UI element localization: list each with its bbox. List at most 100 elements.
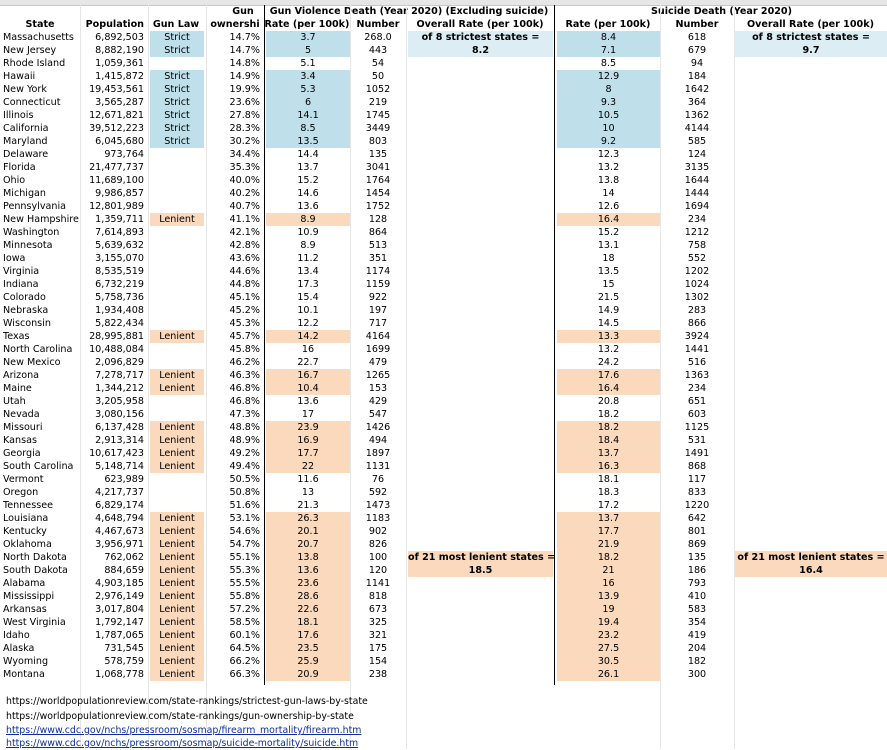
ownership-cell: 42.1%: [229, 227, 260, 238]
state-cell: Maryland: [3, 136, 48, 147]
state-cell: Kentucky: [3, 526, 47, 537]
gun-law-cell: Lenient: [150, 512, 204, 525]
sd-number-cell: 531: [687, 435, 707, 446]
sd-rate-cell: 7.1: [557, 44, 660, 57]
ownership-cell: 45.7%: [229, 331, 260, 342]
source-suicide-link[interactable]: https://www.cdc.gov/nchs/pressroom/sosma…: [6, 738, 359, 749]
sd-rate-cell: 30.5: [557, 655, 660, 668]
gun-law-cell: Lenient: [150, 564, 204, 577]
state-cell: Maine: [3, 383, 32, 394]
gv-rate-cell: 8.9: [266, 213, 350, 226]
sd-number-cell: 868: [687, 461, 707, 472]
gv-number-cell: 1174: [365, 266, 391, 277]
gv-number-cell: 922: [368, 292, 388, 303]
sd-number-cell: 204: [687, 643, 707, 654]
sd-rate-cell: 20.8: [597, 396, 620, 407]
ownership-cell: 41.1%: [229, 214, 260, 225]
ownership-cell: 50.5%: [229, 474, 260, 485]
state-cell: Massachusetts: [3, 32, 74, 43]
gv-number-cell: 1265: [365, 370, 391, 381]
gv-rate-cell: 13.6: [297, 396, 319, 407]
population-cell: 10,617,423: [89, 448, 144, 459]
ownership-cell: 19.9%: [229, 84, 260, 95]
state-cell: North Carolina: [3, 344, 73, 355]
state-cell: Washington: [3, 227, 60, 238]
gun-law-cell: Lenient: [150, 668, 204, 681]
sd-number-cell: 1644: [684, 175, 710, 186]
ownership-cell: 42.8%: [229, 240, 260, 251]
gv-number-cell: 1141: [365, 578, 391, 589]
sd-rate-cell: 12.9: [557, 70, 660, 83]
population-cell: 28,995,881: [89, 331, 144, 342]
population-cell: 5,639,632: [95, 240, 144, 251]
gv-number-cell: 803: [368, 136, 388, 147]
gun-law-cell: Strict: [150, 96, 204, 109]
gv-rate-cell: 6: [266, 96, 350, 109]
state-cell: Illinois: [3, 110, 34, 121]
suicide-left-border: [554, 5, 555, 685]
state-cell: Colorado: [3, 292, 46, 303]
gv-number-cell: 1426: [365, 422, 391, 433]
gv-number-cell: 1052: [365, 84, 391, 95]
population-header: Population: [85, 19, 144, 30]
gv-number-cell: 1745: [365, 110, 391, 121]
state-cell: Virginia: [3, 266, 40, 277]
sd-overall-header: Overall Rate (per 100k): [747, 19, 874, 30]
gv-rate-cell: 8.5: [266, 122, 350, 135]
gv-rate-cell: 21.3: [297, 500, 319, 511]
gv-rate-cell: 20.1: [266, 525, 350, 538]
gv-number-cell: 238: [368, 669, 388, 680]
population-cell: 1,787,065: [95, 630, 144, 641]
sd-rate-cell: 24.2: [597, 357, 620, 368]
sd-number-cell: 1212: [684, 227, 710, 238]
sd-number-cell: 410: [687, 591, 707, 602]
population-cell: 623,989: [104, 474, 144, 485]
gun-law-cell: Lenient: [150, 538, 204, 551]
population-cell: 1,068,778: [95, 669, 144, 680]
gun-law-cell: [150, 356, 204, 369]
state-cell: Kansas: [3, 435, 37, 446]
gun-law-cell: Lenient: [150, 590, 204, 603]
sd-number-cell: 283: [687, 305, 707, 316]
state-cell: Nebraska: [3, 305, 49, 316]
sd-number-cell: 1642: [684, 84, 710, 95]
gv-number-cell: 1183: [365, 513, 391, 524]
sd-rate-cell: 18.2: [557, 421, 660, 434]
gun-law-cell: Strict: [150, 109, 204, 122]
gv-rate-cell: 14.1: [266, 109, 350, 122]
state-cell: Oregon: [3, 487, 39, 498]
population-cell: 6,892,503: [95, 32, 144, 43]
population-cell: 7,614,893: [95, 227, 144, 238]
gv-rate-cell: 17.3: [297, 279, 319, 290]
gv-rate-cell: 22.6: [266, 603, 350, 616]
sd-rate-cell: 18.4: [557, 434, 660, 447]
sd-rate-header: Rate (per 100k): [565, 19, 651, 30]
sd-rate-cell: 13.7: [557, 512, 660, 525]
population-cell: 8,882,190: [95, 45, 144, 56]
ownership-cell: 54.6%: [229, 526, 260, 537]
state-cell: Utah: [3, 396, 26, 407]
population-cell: 1,059,361: [95, 58, 144, 69]
gun-law-cell: Lenient: [150, 525, 204, 538]
gridline: [734, 5, 735, 749]
gun-law-cell: [150, 395, 204, 408]
state-cell: Iowa: [3, 253, 26, 264]
sd-strict-summary-label: of 8 strictest states =: [735, 31, 887, 44]
sd-rate-cell: 9.3: [557, 96, 660, 109]
population-cell: 2,096,829: [95, 357, 144, 368]
gun-law-cell: [150, 174, 204, 187]
population-cell: 3,205,958: [95, 396, 144, 407]
gv-number-cell: 1473: [365, 500, 391, 511]
source-firearm-link[interactable]: https://www.cdc.gov/nchs/pressroom/sosma…: [6, 725, 362, 736]
sd-number-cell: 4144: [684, 123, 710, 134]
gv-number-cell: 76: [371, 474, 385, 485]
ownership-cell: 45.8%: [229, 344, 260, 355]
ownership-cell: 40.7%: [229, 201, 260, 212]
state-cell: Pennsylvania: [3, 201, 67, 212]
sd-number-header: Number: [675, 19, 719, 30]
gun-law-cell: Lenient: [150, 629, 204, 642]
source-gun-laws: https://worldpopulationreview.com/state-…: [6, 696, 368, 707]
gv-number-cell: 50: [371, 71, 385, 82]
state-cell: South Dakota: [3, 565, 68, 576]
population-cell: 578,759: [104, 656, 144, 667]
